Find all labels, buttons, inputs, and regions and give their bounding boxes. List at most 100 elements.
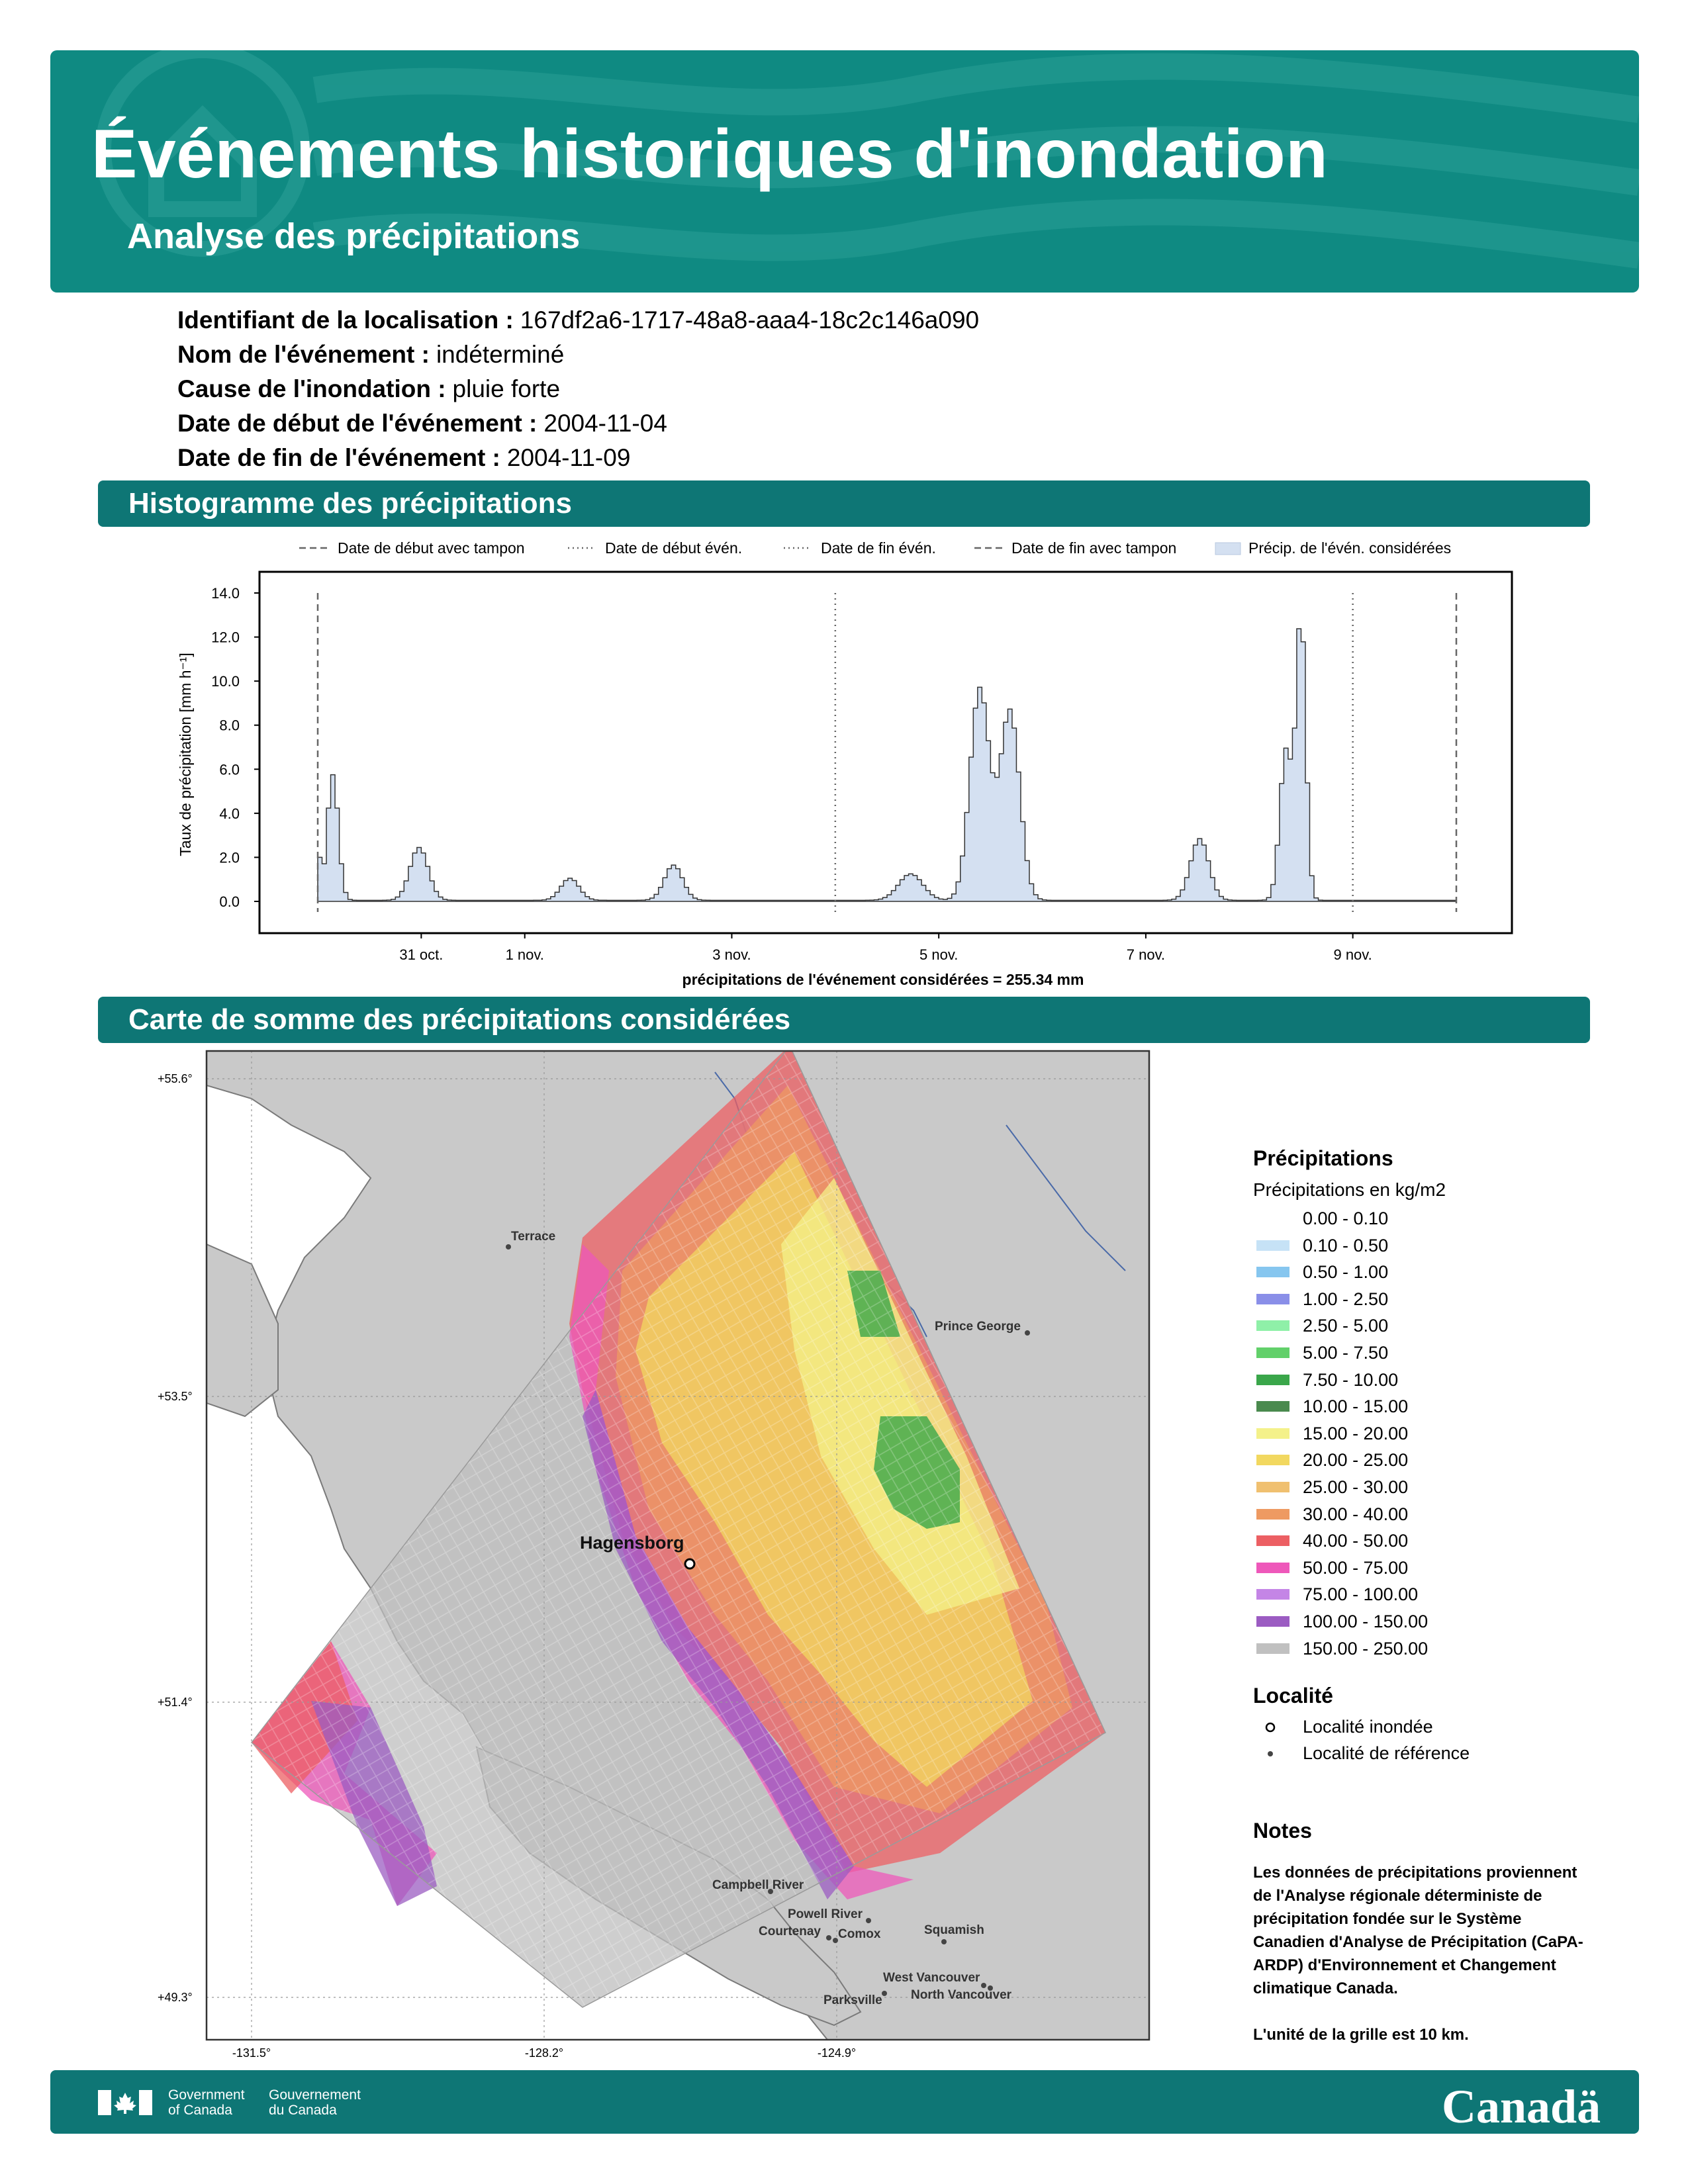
legend-precip-swatch <box>1215 542 1241 555</box>
lon-label: -131.5° <box>232 2046 271 2060</box>
comox-marker <box>833 1938 838 1943</box>
legend-class-row: 2.50 - 5.00 <box>1256 1313 1389 1338</box>
reference-marker-icon <box>1268 1751 1273 1756</box>
legend-swatch <box>1256 1643 1289 1654</box>
x-tick-label: 31 oct. <box>399 946 443 963</box>
x-axis-summary: précipitations de l'événement considérée… <box>682 971 1084 988</box>
legend-swatch <box>1256 1401 1289 1412</box>
y-axis: 0.0 2.0 4.0 6.0 8.0 10.0 12.0 14.0 <box>211 585 259 910</box>
legend-label: 5.00 - 7.50 <box>1303 1343 1389 1363</box>
lat-label: +51.4° <box>158 1696 193 1709</box>
legend-event-start: Date de début évén. <box>605 539 742 557</box>
legend-class-row: 15.00 - 20.00 <box>1256 1421 1409 1446</box>
legend-class-row: 1.00 - 2.50 <box>1256 1287 1389 1312</box>
event-name-row: Nom de l'événement : indéterminé <box>177 341 565 368</box>
place-label: Campbell River <box>712 1878 804 1892</box>
event-lines <box>316 593 1458 912</box>
legend-label: 75.00 - 100.00 <box>1303 1584 1419 1605</box>
place-label: North Vancouver <box>911 1988 1012 2002</box>
y-tick-label: 8.0 <box>219 717 240 734</box>
house-logo-icon <box>95 50 310 257</box>
legend-label: 100.00 - 150.00 <box>1303 1612 1429 1631</box>
legend-swatch <box>1256 1347 1289 1358</box>
plot-frame <box>258 570 1513 934</box>
place-label: Comox <box>838 1927 881 1941</box>
legend-swatch <box>1256 1589 1289 1600</box>
legend-label: 10.00 - 15.00 <box>1303 1396 1409 1417</box>
lat-label: +55.6° <box>158 1072 193 1085</box>
legend-label: 2.50 - 5.00 <box>1303 1316 1389 1336</box>
y-tick-label: 14.0 <box>211 585 240 602</box>
lat-label: +53.5° <box>158 1390 193 1403</box>
legend-label: 0.10 - 0.50 <box>1303 1235 1389 1255</box>
legend-label: 30.00 - 40.00 <box>1303 1504 1409 1524</box>
histogram-legend: Date de début avec tampon Date de début … <box>299 539 1451 557</box>
flooded-marker-icon <box>1265 1722 1276 1733</box>
legend-label: 40.00 - 50.00 <box>1303 1531 1409 1551</box>
place-label: Powell River <box>788 1907 863 1921</box>
wave-decoration <box>95 50 1639 269</box>
squamish-marker <box>941 1939 947 1944</box>
x-tick-label: 5 nov. <box>919 946 958 963</box>
y-axis-label: Taux de précipitation [mm h⁻¹] <box>177 653 194 856</box>
lon-label: -128.2° <box>525 2046 563 2060</box>
page-title: Événements historiques d'inondation <box>91 116 1329 193</box>
cause-row: Cause de l'inondation : pluie forte <box>177 375 561 402</box>
gov-en: Government of Canada <box>168 2087 245 2118</box>
legend-swatch <box>1256 1562 1289 1573</box>
legend-swatch <box>1256 1267 1289 1278</box>
north-vancouver-marker <box>988 1985 993 1991</box>
legend-class-row: 30.00 - 40.00 <box>1256 1502 1409 1527</box>
legend-class-row: 50.00 - 75.00 <box>1256 1555 1409 1580</box>
legend-label: 50.00 - 75.00 <box>1303 1557 1409 1578</box>
header-banner: Événements historiques d'inondation Anal… <box>50 50 1639 293</box>
legend-class-row: 5.00 - 7.50 <box>1256 1340 1389 1365</box>
y-tick-label: 10.0 <box>211 673 240 690</box>
precip-series <box>317 628 1457 902</box>
map-section-header: Carte de somme des précipitations consid… <box>98 997 1590 1043</box>
place-label: Courtenay <box>759 1925 821 1938</box>
precipitation-histogram: Date de début avec tampon Date de début … <box>177 539 1513 988</box>
courtenay-marker <box>826 1935 831 1940</box>
legend-swatch <box>1256 1508 1289 1520</box>
y-tick-label: 12.0 <box>211 629 240 646</box>
legend-label: 25.00 - 30.00 <box>1303 1477 1409 1497</box>
legend-swatch <box>1256 1616 1289 1627</box>
canada-wordmark: Canadä <box>1442 2080 1601 2133</box>
place-label: Terrace <box>511 1230 555 1244</box>
end-date-row: Date de fin de l'événement :2004-11-09 <box>177 444 631 471</box>
legend-swatch <box>1256 1240 1289 1251</box>
legend-class-row: 7.50 - 10.00 <box>1256 1367 1398 1392</box>
graticule <box>207 1051 1149 2040</box>
parksville-marker <box>882 1991 887 1996</box>
legend-swatch <box>1256 1482 1289 1492</box>
legend-label: 15.00 - 20.00 <box>1303 1423 1409 1443</box>
footer: Government of Canada Gouvernement du Canad… <box>50 2070 1639 2134</box>
gov-fr: Gouvernement du Canada <box>269 2087 361 2118</box>
legend-swatch <box>1256 1455 1289 1466</box>
locality-flooded-row: Localité inondée <box>1265 1714 1433 1739</box>
legend-class-row: 20.00 - 25.00 <box>1256 1447 1409 1473</box>
y-tick-label: 0.0 <box>219 893 240 910</box>
legend-subtitle: Précipitations en kg/m2 <box>1253 1179 1446 1200</box>
legend-class-row: 75.00 - 100.00 <box>1256 1582 1419 1607</box>
histogram-section-header: Histogramme des précipitations <box>98 480 1590 527</box>
legend-label: 20.00 - 25.00 <box>1303 1450 1409 1471</box>
legend-class-row: 150.00 - 250.00 <box>1256 1636 1428 1661</box>
notes-grid: L'unité de la grille est 10 km. <box>1253 2026 1469 2044</box>
place-markers: Terrace Prince George Hagensborg Campbel… <box>506 1230 1030 2007</box>
legend-label: 0.00 - 0.10 <box>1303 1208 1389 1228</box>
location-id-row: Identifiant de la localisation :167df2a6… <box>177 306 980 334</box>
legend-swatch <box>1256 1535 1289 1547</box>
y-tick-label: 6.0 <box>219 761 240 778</box>
legend-class-row: 40.00 - 50.00 <box>1256 1528 1409 1553</box>
locality-title: Localité <box>1253 1684 1333 1707</box>
place-label: Squamish <box>924 1923 984 1937</box>
x-tick-label: 1 nov. <box>506 946 544 963</box>
place-label: Hagensborg <box>580 1533 684 1553</box>
notes-body: Les données de précipitations proviennen… <box>1253 1861 1597 2046</box>
campbell-river-marker <box>768 1889 773 1894</box>
legend-label: 1.00 - 2.50 <box>1303 1289 1389 1309</box>
prince-george-marker <box>1025 1330 1030 1336</box>
place-label: West Vancouver <box>883 1971 980 1985</box>
